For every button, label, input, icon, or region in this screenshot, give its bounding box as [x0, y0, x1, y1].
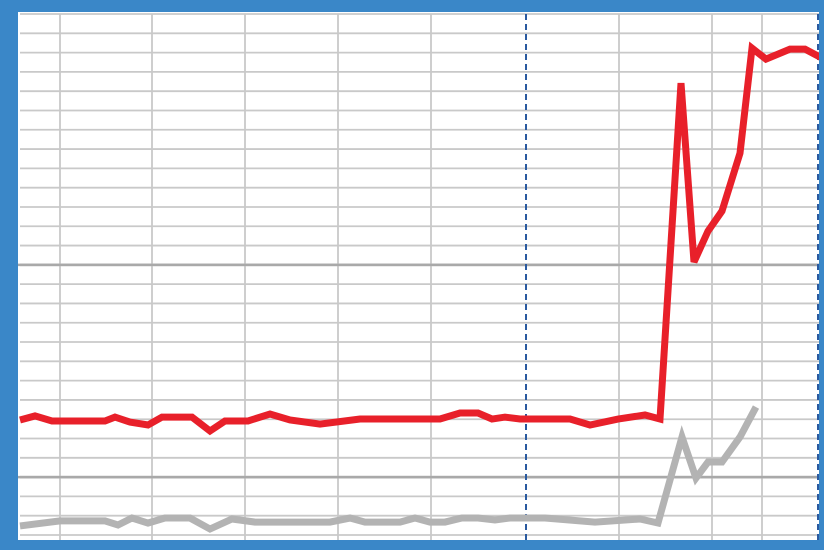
frame-bottom — [0, 540, 824, 550]
frame-right — [819, 0, 824, 550]
series-line — [19, 41, 824, 436]
frame-left — [0, 0, 18, 550]
series-line — [19, 405, 760, 533]
frame-top — [0, 0, 824, 12]
